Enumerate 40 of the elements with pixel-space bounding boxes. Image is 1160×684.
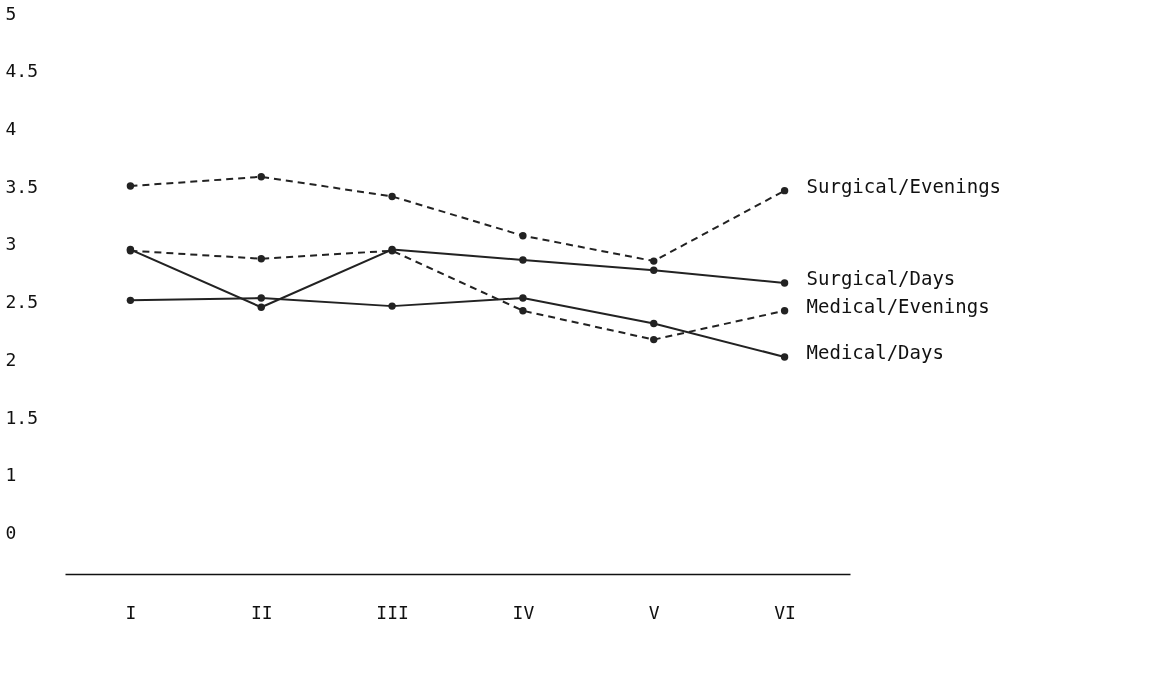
- point: [257, 294, 265, 302]
- point: [780, 307, 789, 315]
- point: [519, 307, 527, 315]
- x-tick-label: III: [376, 601, 409, 623]
- y-tick-label: 2: [5, 348, 17, 370]
- series-label: Medical/Days: [806, 340, 944, 363]
- point: [650, 335, 658, 344]
- x-tick-label: II: [250, 601, 273, 623]
- point: [650, 319, 658, 328]
- point: [388, 302, 396, 310]
- point: [257, 303, 265, 311]
- point: [519, 294, 527, 302]
- point: [257, 255, 265, 263]
- point: [126, 296, 135, 305]
- y-tick-label: 5: [5, 2, 17, 24]
- y-tick-label: 3: [5, 233, 17, 255]
- x-tick-label: VI: [774, 601, 796, 623]
- point: [780, 186, 789, 195]
- x-tick-label: V: [648, 601, 660, 623]
- point: [780, 353, 789, 361]
- point: [388, 192, 396, 201]
- y-tick-label: 0: [5, 522, 17, 544]
- y-tick-label: 2.5: [5, 291, 39, 313]
- point: [519, 231, 527, 240]
- y-tick-label: 4.5: [5, 60, 39, 82]
- point: [650, 257, 658, 265]
- point: [650, 266, 658, 275]
- y-tick-label: 4: [5, 117, 17, 139]
- y-tick-label: 3.5: [5, 175, 39, 197]
- point: [126, 182, 135, 190]
- point: [519, 256, 527, 264]
- y-tick-label: 1.5: [5, 406, 39, 428]
- series-label: Surgical/Evenings: [806, 174, 1002, 197]
- point: [257, 173, 265, 181]
- series-label: Medical/Evenings: [806, 294, 990, 317]
- series-label: Surgical/Days: [806, 267, 956, 290]
- y-tick-label: 1: [5, 464, 17, 486]
- x-tick-label: IV: [512, 601, 535, 623]
- point: [780, 279, 789, 287]
- x-tick-label: I: [125, 601, 137, 623]
